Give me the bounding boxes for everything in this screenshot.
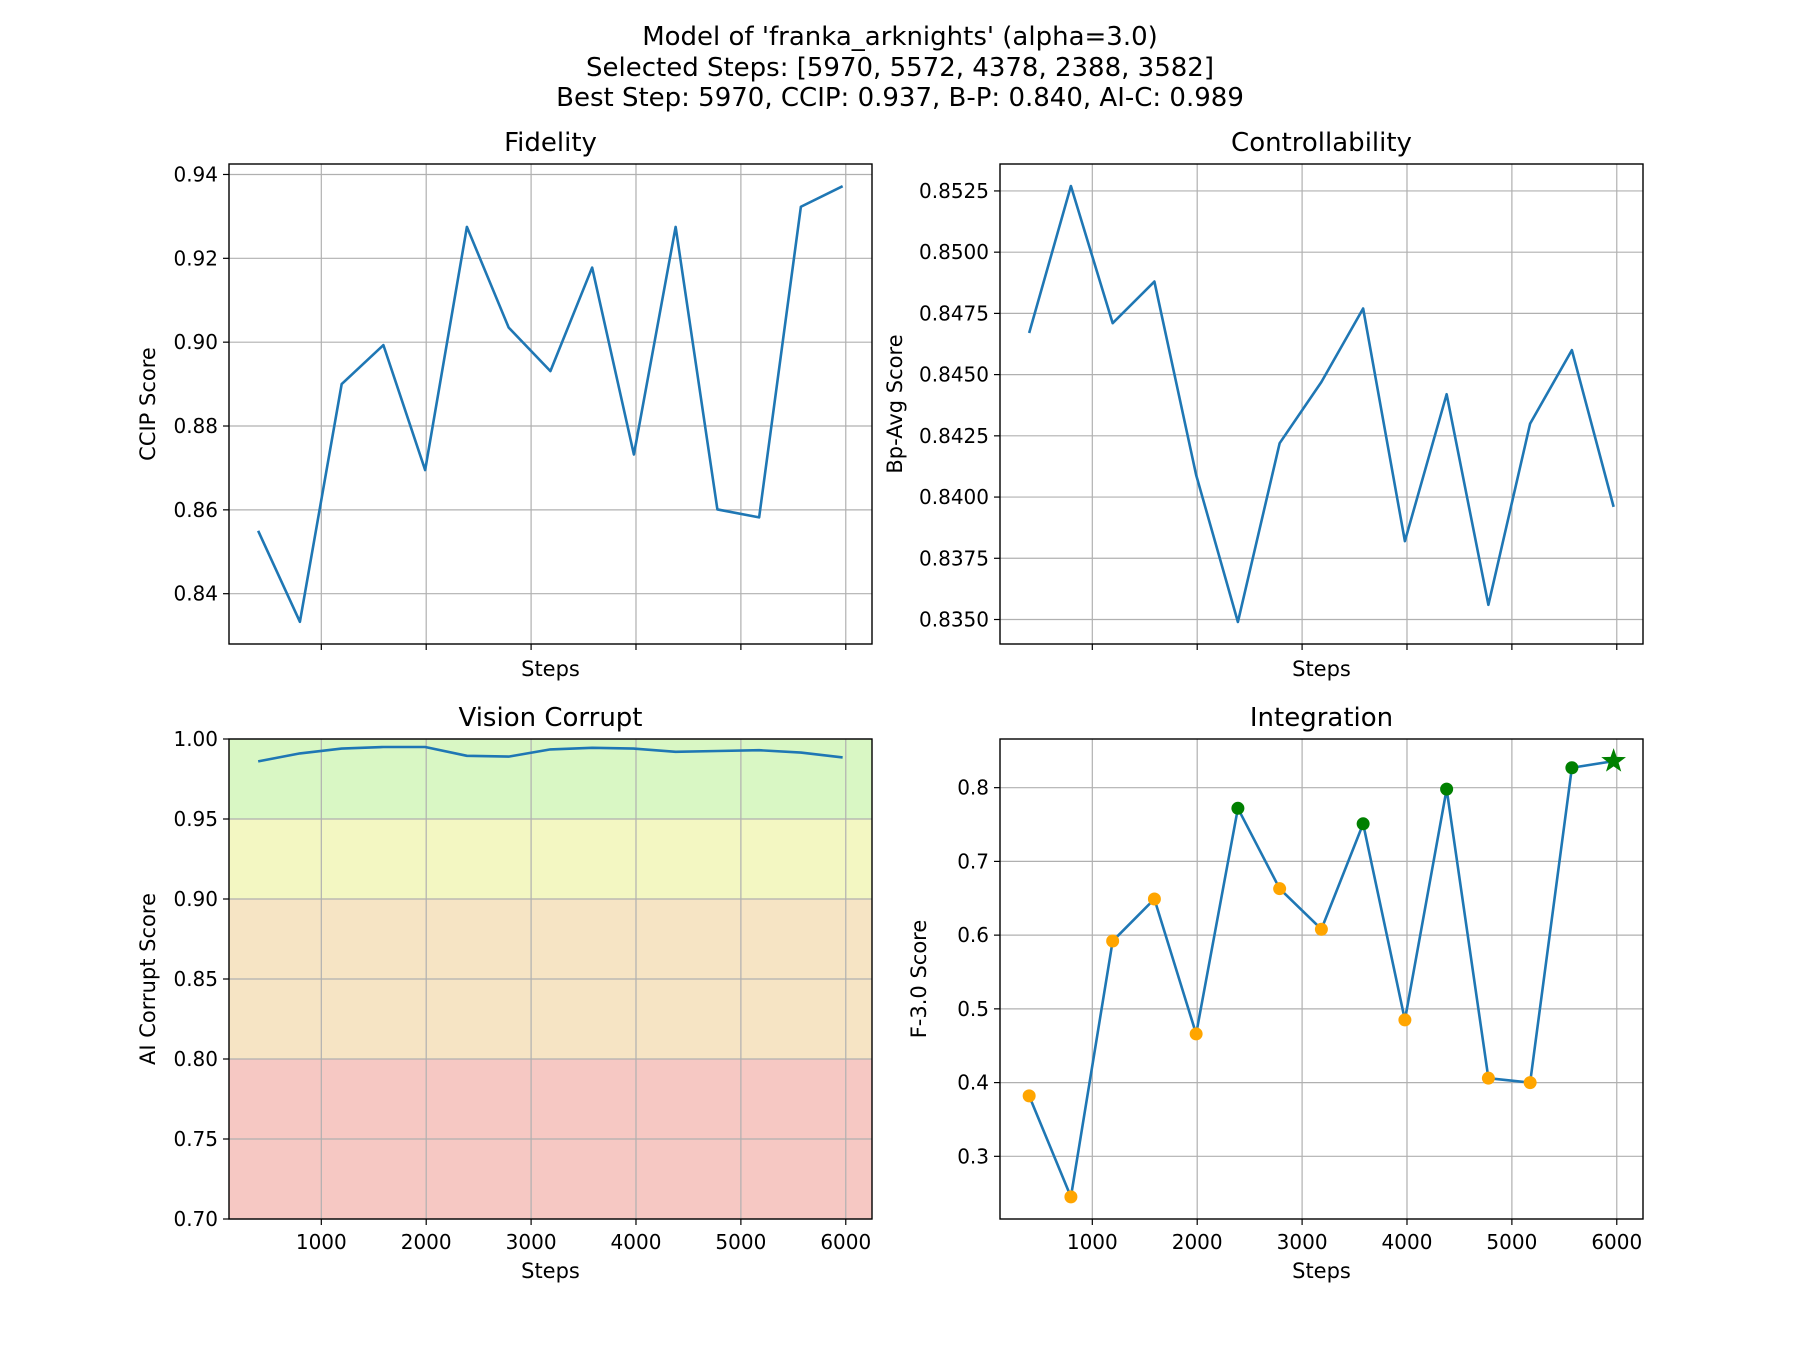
vision-corrupt-x-tick-label: 6000 <box>820 1230 871 1254</box>
vision-corrupt-x-tick-label: 4000 <box>611 1230 662 1254</box>
controllability-y-axis-label: Bp-Avg Score <box>883 334 907 473</box>
suptitle-line-1: Model of 'franka_arknights' (alpha=3.0) <box>642 22 1158 52</box>
integration-y-axis-label: F-3.0 Score <box>907 920 931 1039</box>
integration-best-step-marker <box>1601 748 1626 772</box>
vision-corrupt-band-1 <box>229 819 872 899</box>
integration-x-tick-label: 2000 <box>1172 1230 1223 1254</box>
vision-corrupt-x-tick-label: 5000 <box>715 1230 766 1254</box>
vision-corrupt-x-tick-label: 1000 <box>296 1230 347 1254</box>
controllability-axes-frame <box>999 163 1644 645</box>
integration-step-point <box>1064 1190 1078 1204</box>
suptitle-line-2: Selected Steps: [5970, 5572, 4378, 2388,… <box>586 53 1214 83</box>
fidelity-y-axis-label: CCIP Score <box>136 347 160 461</box>
controllability-x-axis-label: Steps <box>1292 657 1351 681</box>
controllability-y-tick-label: 0.8475 <box>919 301 989 325</box>
vision-corrupt-y-tick-label: 0.85 <box>173 967 218 991</box>
vision-corrupt-y-tick-label: 0.95 <box>173 807 218 831</box>
fidelity-y-tick-label: 0.92 <box>173 246 218 270</box>
controllability-series-line <box>1027 184 1615 624</box>
integration-step-point <box>1147 892 1161 906</box>
integration-panel: 1000 2000 3000 4000 5000 6000 0.3 0.4 0.5 0.6 0.7 0… <box>907 703 1644 1283</box>
integration-selected-step-point <box>1231 801 1245 815</box>
fidelity-series-line <box>256 185 844 624</box>
fidelity-panel: 0.84 0.86 0.88 0.90 0.92 0.94 Fidelity Steps CCI… <box>136 128 873 681</box>
vision-corrupt-title: Vision Corrupt <box>458 703 642 733</box>
integration-axes-frame <box>999 738 1644 1220</box>
integration-y-tick-label: 0.7 <box>957 849 989 873</box>
vision-corrupt-y-tick-label: 1.00 <box>173 727 218 751</box>
controllability-y-tick-label: 0.8375 <box>919 546 989 570</box>
vision-corrupt-y-tick-label: 0.80 <box>173 1047 218 1071</box>
vision-corrupt-x-tick-label: 3000 <box>506 1230 557 1254</box>
vision-corrupt-y-tick-label: 0.75 <box>173 1127 218 1151</box>
integration-step-point <box>1106 934 1120 948</box>
integration-selected-step-point <box>1356 817 1370 831</box>
controllability-y-tick-label: 0.8450 <box>919 363 989 387</box>
integration-x-tick-label: 1000 <box>1067 1230 1118 1254</box>
fidelity-x-axis-label: Steps <box>521 657 580 681</box>
integration-y-tick-label: 0.5 <box>957 997 989 1021</box>
vision-corrupt-y-tick-label: 0.90 <box>173 887 218 911</box>
integration-step-point <box>1314 922 1328 936</box>
integration-x-axis-label: Steps <box>1292 1259 1351 1283</box>
controllability-y-tick-label: 0.8500 <box>919 240 989 264</box>
integration-x-tick-label: 3000 <box>1277 1230 1328 1254</box>
integration-y-tick-label: 0.6 <box>957 923 989 947</box>
vision-corrupt-y-axis-label: AI Corrupt Score <box>136 893 160 1065</box>
integration-title: Integration <box>1250 703 1393 733</box>
integration-x-tick-label: 4000 <box>1382 1230 1433 1254</box>
integration-x-tick-label: 6000 <box>1591 1230 1642 1254</box>
integration-x-tick-label: 5000 <box>1486 1230 1537 1254</box>
controllability-panel: 0.8350 0.8375 0.8400 0.8425 0.8450 0.8475 0.85… <box>883 128 1644 681</box>
fidelity-y-tick-label: 0.86 <box>173 498 218 522</box>
suptitle-line-3: Best Step: 5970, CCIP: 0.937, B-P: 0.840… <box>556 83 1244 113</box>
fidelity-axes-frame <box>228 163 873 645</box>
vision-corrupt-band-0 <box>229 739 872 819</box>
integration-y-tick-label: 0.3 <box>957 1144 989 1168</box>
controllability-title: Controllability <box>1231 128 1412 158</box>
integration-step-point <box>1523 1076 1537 1090</box>
integration-step-point <box>1189 1027 1203 1041</box>
fidelity-y-tick-label: 0.88 <box>173 414 218 438</box>
integration-step-point <box>1481 1071 1495 1085</box>
integration-step-point <box>1273 882 1287 896</box>
controllability-y-tick-label: 0.8425 <box>919 424 989 448</box>
controllability-y-tick-label: 0.8400 <box>919 485 989 509</box>
vision-corrupt-panel: 1000 2000 3000 4000 5000 6000 0.70 0.75 0.80 0.85… <box>136 703 873 1283</box>
integration-step-point <box>1022 1089 1036 1103</box>
fidelity-y-tick-label: 0.90 <box>173 330 218 354</box>
vision-corrupt-series-line <box>257 745 843 763</box>
integration-selected-step-point <box>1440 782 1454 796</box>
suptitle: Model of 'franka_arknights' (alpha=3.0) … <box>556 22 1244 113</box>
fidelity-y-tick-label: 0.84 <box>173 582 218 606</box>
vision-corrupt-x-tick-label: 2000 <box>401 1230 452 1254</box>
vision-corrupt-x-axis-label: Steps <box>521 1259 580 1283</box>
integration-step-point <box>1398 1013 1412 1027</box>
fidelity-title: Fidelity <box>504 128 597 158</box>
controllability-y-tick-label: 0.8350 <box>919 608 989 632</box>
integration-selected-step-point <box>1565 761 1579 775</box>
controllability-y-tick-label: 0.8525 <box>919 179 989 203</box>
vision-corrupt-y-tick-label: 0.70 <box>173 1207 218 1231</box>
integration-y-tick-label: 0.8 <box>957 776 989 800</box>
integration-y-tick-label: 0.4 <box>957 1071 989 1095</box>
fidelity-y-tick-label: 0.94 <box>173 162 218 186</box>
